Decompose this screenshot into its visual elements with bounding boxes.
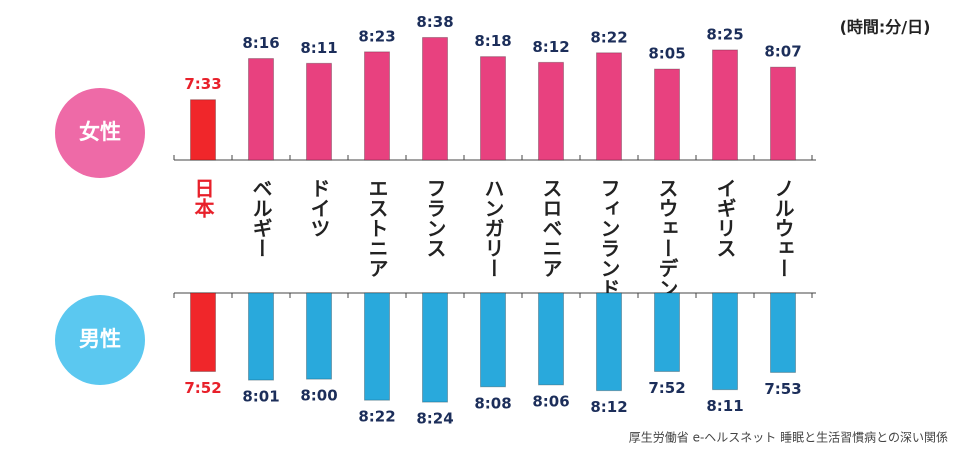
series-name: 男性 — [79, 327, 121, 351]
bar — [480, 292, 506, 388]
bar — [248, 58, 274, 161]
bar — [596, 52, 622, 161]
bar — [306, 292, 332, 380]
bar — [654, 68, 680, 161]
x-tick-label: スウェーデン — [655, 178, 679, 298]
x-tick-label: エストニア — [365, 178, 389, 278]
value-label: 8:11 — [300, 39, 337, 57]
source-note: 厚生労働省 e-ヘルスネット 睡眠と生活習慣病との深い関係 — [629, 430, 948, 445]
value-label: 8:07 — [764, 43, 801, 61]
value-label: 8:24 — [416, 410, 453, 428]
x-tick-label: ドイツ — [307, 178, 331, 238]
x-tick-label: フランス — [423, 178, 447, 258]
value-label: 7:52 — [648, 379, 685, 397]
value-label: 8:23 — [358, 27, 395, 45]
value-label: 8:08 — [474, 394, 511, 412]
bar — [596, 292, 622, 392]
bar — [248, 292, 274, 381]
value-label: 7:33 — [184, 75, 221, 93]
x-tick-label: 日本 — [191, 178, 215, 218]
bar — [712, 292, 738, 391]
x-tick-label: ベルギー — [249, 178, 273, 258]
bar — [306, 62, 332, 161]
x-tick-label: スロベニア — [539, 178, 563, 278]
value-label: 7:52 — [184, 379, 221, 397]
bar — [364, 51, 390, 161]
value-label: 7:53 — [764, 380, 801, 398]
unit-label: (時間:分/日) — [840, 18, 931, 37]
value-label: 8:16 — [242, 34, 279, 52]
value-label: 8:05 — [648, 45, 685, 63]
value-label: 8:06 — [532, 392, 569, 410]
x-tick-label: ハンガリー — [481, 178, 505, 278]
value-label: 8:12 — [532, 38, 569, 56]
x-tick-label: イギリス — [713, 178, 737, 258]
value-label: 8:38 — [416, 13, 453, 31]
bar — [190, 292, 216, 372]
series-name: 女性 — [79, 120, 121, 144]
value-label: 8:22 — [358, 408, 395, 426]
value-label: 8:22 — [590, 28, 627, 46]
bar — [190, 99, 216, 161]
bar — [422, 292, 448, 403]
bar — [480, 56, 506, 161]
x-tick-label: ノルウェー — [771, 178, 795, 278]
series-badge — [55, 295, 145, 385]
value-label: 8:18 — [474, 32, 511, 50]
bar — [364, 292, 390, 401]
value-label: 8:11 — [706, 397, 743, 415]
bar — [538, 61, 564, 161]
bar — [770, 66, 796, 161]
value-label: 8:01 — [242, 388, 279, 406]
value-label: 8:12 — [590, 398, 627, 416]
bar — [538, 292, 564, 386]
x-tick-label: フィンランド — [597, 178, 621, 298]
bar — [712, 49, 738, 161]
bar — [654, 292, 680, 372]
bar — [770, 292, 796, 373]
series-badge — [55, 88, 145, 178]
value-label: 8:00 — [300, 387, 337, 405]
value-label: 8:25 — [706, 25, 743, 43]
bar — [422, 36, 448, 161]
